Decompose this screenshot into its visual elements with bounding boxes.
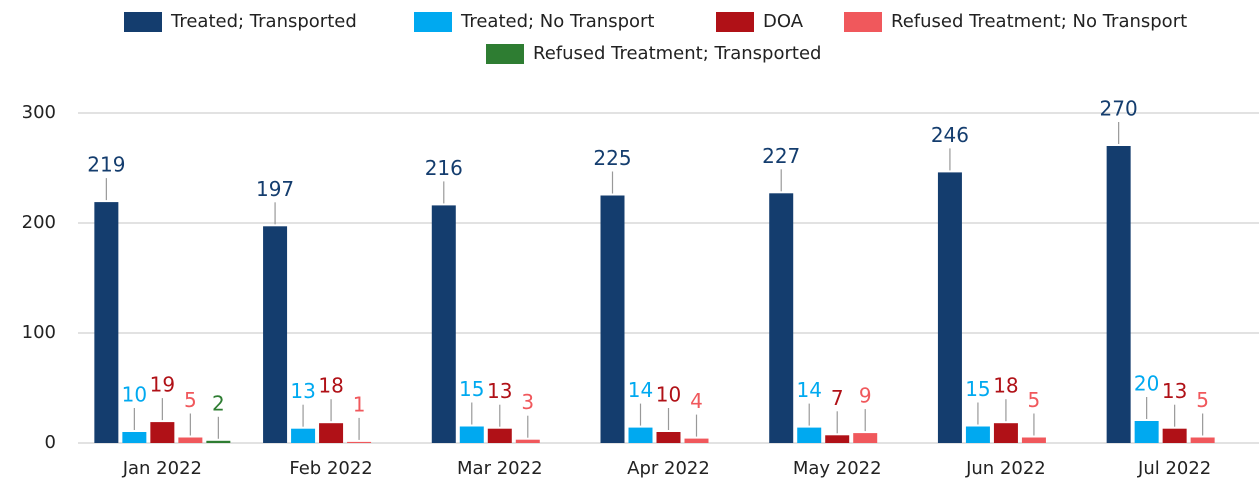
value-label: 197 [256, 177, 294, 201]
legend-label: DOA [763, 11, 804, 32]
y-tick-label: 200 [22, 212, 56, 233]
bar [515, 439, 540, 443]
bar [487, 428, 512, 443]
value-label: 227 [762, 144, 800, 168]
y-tick-label: 100 [22, 322, 56, 343]
value-label: 15 [459, 377, 484, 401]
value-label: 5 [184, 388, 197, 412]
x-tick-label: Jun 2022 [965, 458, 1046, 479]
value-label: 7 [831, 386, 844, 410]
legend-label: Treated; Transported [170, 11, 357, 32]
value-label: 19 [150, 373, 175, 397]
legend-swatch [486, 44, 524, 64]
value-label: 18 [318, 374, 343, 398]
legend-label: Treated; No Transport [460, 11, 654, 32]
bar [206, 440, 231, 443]
bar [769, 193, 794, 443]
legend-label: Refused Treatment; Transported [533, 43, 821, 64]
x-tick-label: May 2022 [793, 458, 882, 479]
bar [797, 427, 822, 443]
bar [684, 438, 709, 443]
value-label: 14 [796, 378, 821, 402]
value-label: 225 [593, 146, 631, 170]
legend-swatch [716, 12, 754, 32]
bar [178, 437, 203, 443]
legend-swatch [124, 12, 162, 32]
value-label: 9 [859, 384, 872, 408]
legend-label: Refused Treatment; No Transport [891, 11, 1187, 32]
bar [628, 427, 653, 443]
bar [263, 226, 288, 443]
bar [937, 172, 962, 443]
value-label: 5 [1028, 388, 1041, 412]
value-label: 3 [521, 390, 534, 414]
bar [1190, 437, 1215, 443]
bar [1106, 146, 1131, 443]
value-label: 4 [690, 389, 703, 413]
value-label: 1 [353, 392, 366, 416]
bar [291, 428, 316, 443]
value-label: 20 [1134, 372, 1159, 396]
x-tick-label: Feb 2022 [289, 458, 372, 479]
bar [150, 422, 175, 443]
bar [1134, 421, 1159, 443]
bar [993, 423, 1018, 443]
x-tick-label: Mar 2022 [457, 458, 543, 479]
y-tick-label: 300 [22, 102, 56, 123]
legend-swatch [414, 12, 452, 32]
value-label: 219 [87, 153, 125, 177]
y-tick-label: 0 [45, 432, 56, 453]
legend-swatch [844, 12, 882, 32]
value-label: 2 [212, 391, 225, 415]
bar [122, 432, 147, 443]
value-label: 13 [487, 379, 512, 403]
bar [853, 433, 878, 443]
bar [965, 426, 990, 443]
bar [94, 202, 119, 443]
value-label: 10 [122, 383, 147, 407]
value-label: 10 [656, 383, 681, 407]
bar [347, 441, 372, 443]
x-tick-label: Apr 2022 [627, 458, 710, 479]
value-label: 15 [965, 377, 990, 401]
value-label: 270 [1100, 97, 1138, 121]
bar [1162, 428, 1187, 443]
bar [825, 435, 850, 443]
bar [1021, 437, 1046, 443]
bar [656, 432, 681, 443]
value-label: 13 [290, 379, 315, 403]
value-label: 14 [628, 378, 653, 402]
value-label: 5 [1196, 388, 1209, 412]
x-tick-label: Jul 2022 [1137, 458, 1211, 479]
bar [319, 423, 344, 443]
value-label: 18 [993, 374, 1018, 398]
bar [600, 195, 625, 443]
x-tick-label: Jan 2022 [122, 458, 202, 479]
value-label: 13 [1162, 379, 1187, 403]
bar [459, 426, 484, 443]
bar [431, 205, 456, 443]
value-label: 246 [931, 123, 969, 147]
value-label: 216 [425, 156, 463, 180]
